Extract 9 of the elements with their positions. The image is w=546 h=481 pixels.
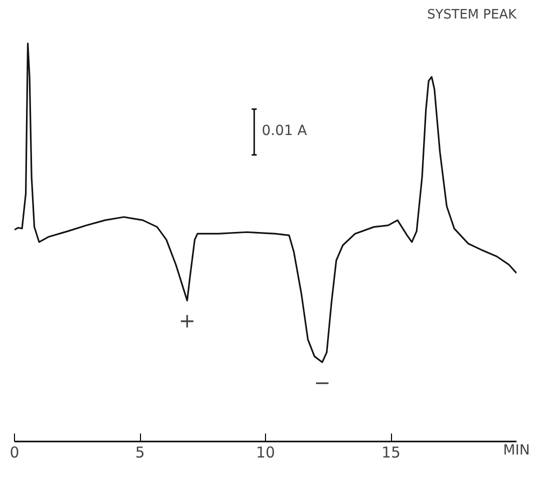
annotation: −: [314, 370, 331, 394]
text: SYSTEM PEAK: [427, 8, 517, 22]
x-tick-label: 0: [10, 444, 20, 462]
x-axis-title: MIN: [503, 442, 530, 458]
x-tick-label: 15: [381, 444, 401, 462]
x-tick-label: 5: [135, 444, 145, 462]
x-tick-label: 10: [256, 444, 276, 462]
annotation: +: [178, 308, 196, 333]
annotation: 0.01 A: [262, 123, 308, 139]
